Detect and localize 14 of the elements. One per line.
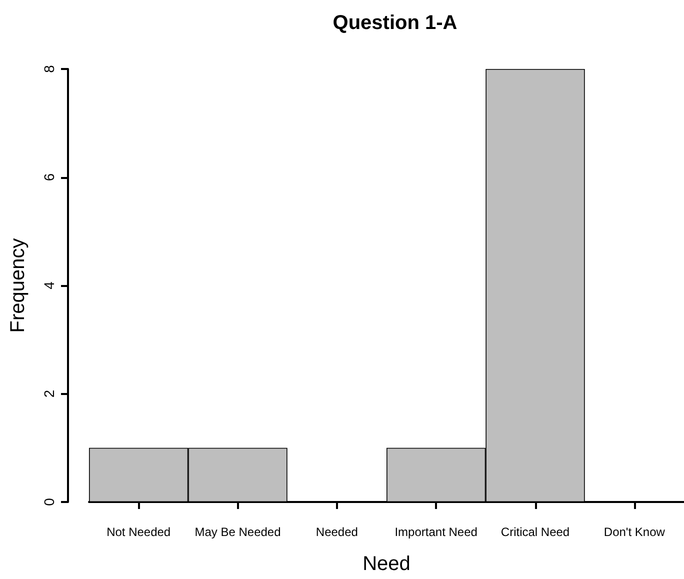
- y-tick-label: 6: [41, 173, 57, 182]
- y-tick-label: 8: [41, 64, 57, 73]
- x-axis-title: Need: [362, 553, 410, 575]
- y-axis-title: Frequency: [7, 238, 29, 333]
- x-tick-label: Don't Know: [604, 525, 666, 539]
- x-tick-label: Critical Need: [500, 525, 570, 539]
- y-tick-label: 4: [41, 281, 57, 290]
- y-tick-label: 2: [41, 390, 57, 398]
- x-tick-label: Not Needed: [106, 525, 171, 539]
- chart-title: Question 1-A: [332, 12, 458, 34]
- x-tick-label: Needed: [316, 525, 358, 539]
- x-tick-label: Important Need: [394, 525, 478, 539]
- y-tick-label: 0: [41, 498, 57, 506]
- x-tick-label: May Be Needed: [194, 525, 281, 539]
